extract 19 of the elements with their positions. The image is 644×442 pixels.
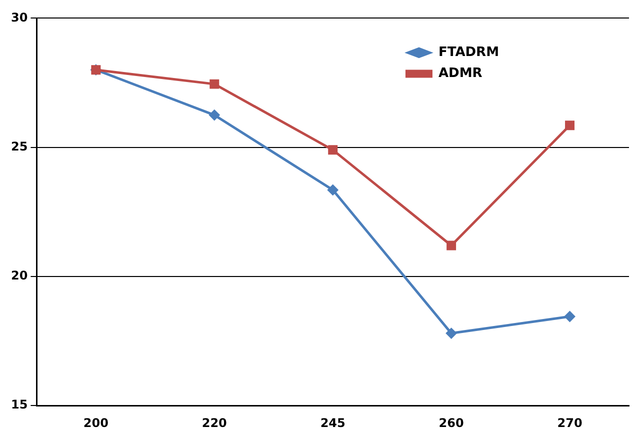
legend-label: FTADRM: [438, 45, 500, 60]
point: [208, 110, 220, 121]
point: [327, 184, 338, 196]
legend-label: ADMR: [438, 66, 482, 82]
y-tick-label: 20: [10, 268, 28, 283]
point: [565, 120, 575, 130]
y-tick-label: 15: [10, 398, 28, 412]
x-tick-label: 260: [438, 416, 464, 430]
y-tick-label: 30: [10, 10, 28, 24]
y-tick-label: 25: [10, 139, 28, 154]
x-tick-label: 200: [83, 416, 108, 430]
point: [446, 328, 457, 339]
point: [564, 311, 576, 322]
x-tick-label: 245: [320, 416, 346, 430]
x-tick-label: 220: [202, 416, 227, 430]
point: [210, 79, 220, 89]
point: [446, 240, 456, 250]
x-tick-label: 270: [557, 416, 582, 430]
point: [328, 145, 338, 155]
